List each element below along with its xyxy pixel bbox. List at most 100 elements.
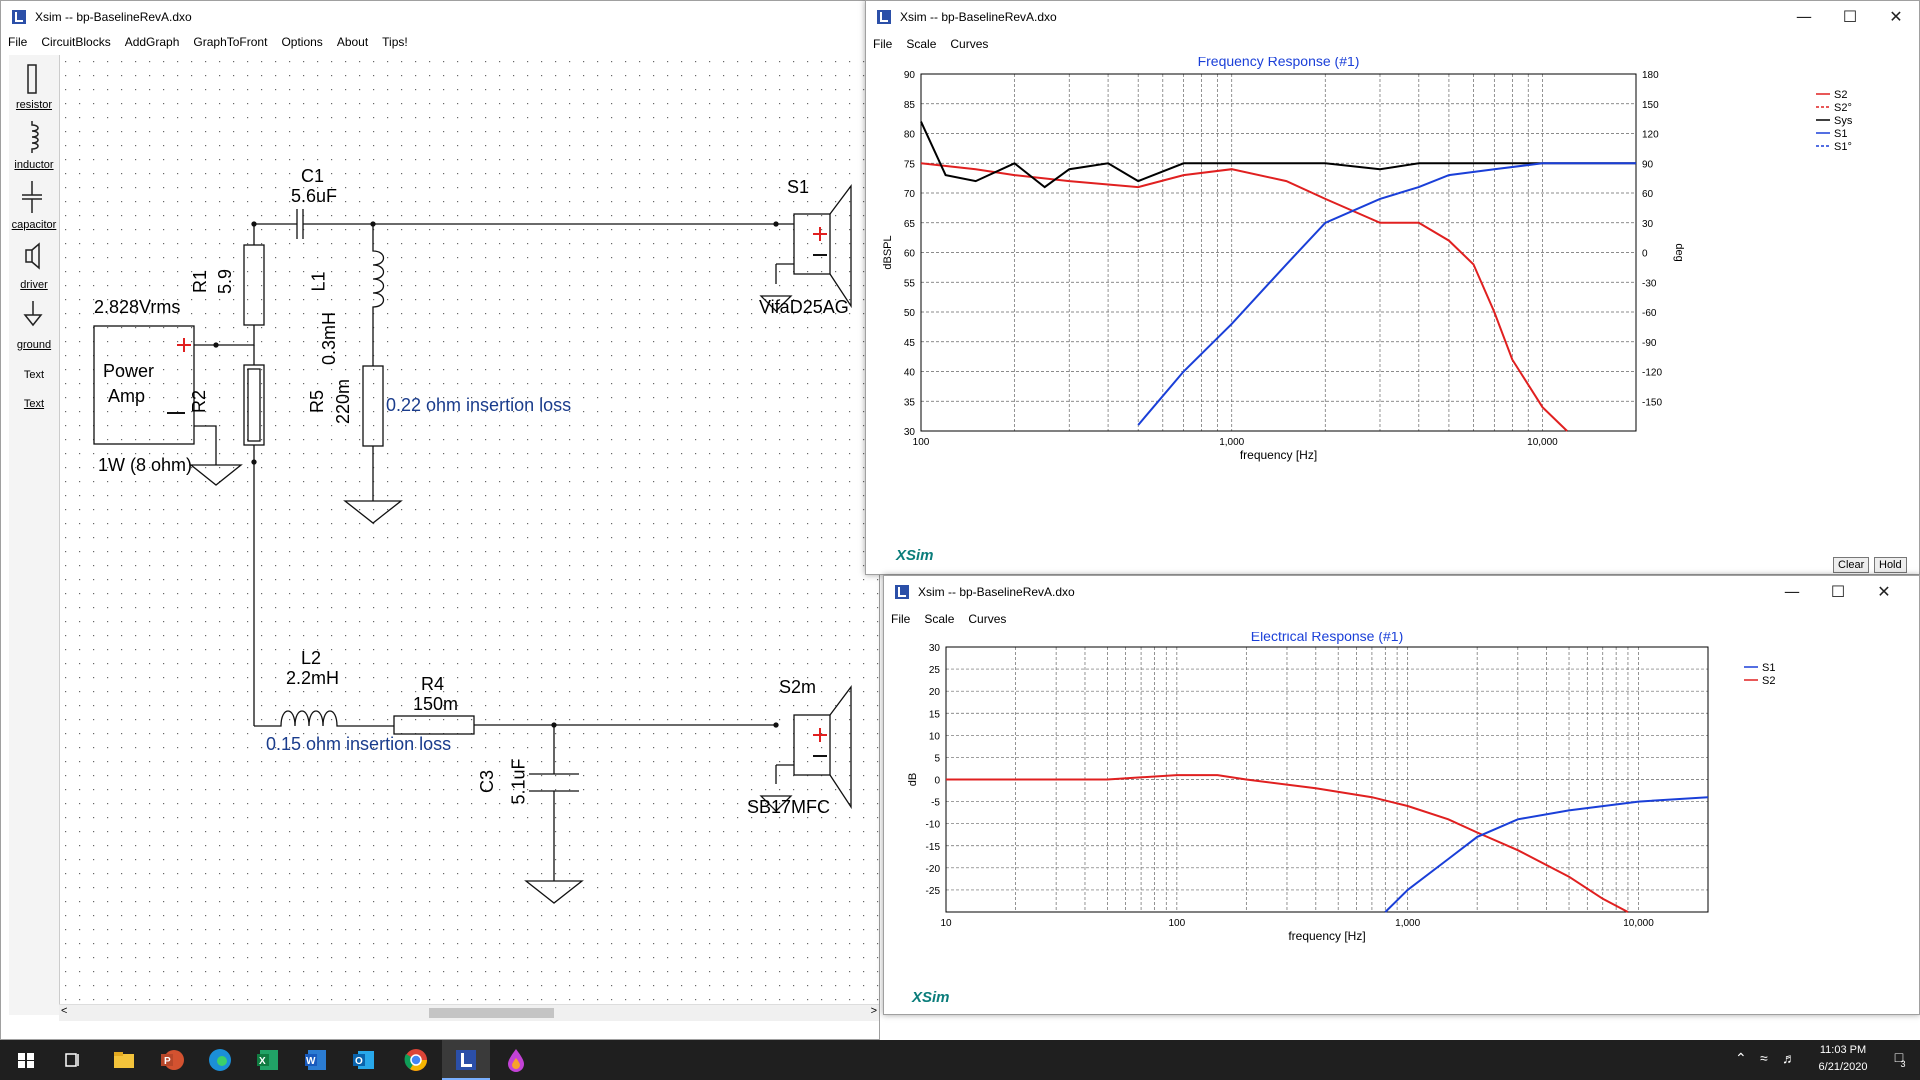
toolbox-driver[interactable]: driver bbox=[20, 279, 48, 291]
menu-curves[interactable]: Curves bbox=[950, 37, 989, 51]
clear-button[interactable]: Clear bbox=[1833, 557, 1870, 573]
inductor-icon[interactable] bbox=[23, 119, 41, 155]
hscroll-thumb[interactable] bbox=[429, 1008, 554, 1018]
series-line-s1 bbox=[1384, 796, 1709, 913]
notification-icon[interactable]: □ bbox=[1894, 1049, 1904, 1065]
notification-count: 3 bbox=[1900, 1059, 1906, 1069]
toolbox-text-1[interactable]: Text bbox=[23, 369, 45, 381]
menu-file[interactable]: File bbox=[891, 612, 911, 626]
electrical-response-chart[interactable]: Electrical Response (#1) 30 25 20 15 10 5 0 -5 -1… bbox=[884, 632, 1919, 1012]
y2-tick-label: -120 bbox=[1642, 368, 1662, 379]
y-tick-label: 10 bbox=[929, 731, 941, 742]
r4-name: R4 bbox=[421, 674, 445, 694]
legend-label: S2° bbox=[1834, 102, 1852, 114]
word-icon[interactable]: W bbox=[300, 1044, 332, 1076]
file-explorer-icon[interactable] bbox=[108, 1044, 140, 1076]
chrome-icon[interactable] bbox=[400, 1044, 432, 1076]
task-view-icon[interactable] bbox=[56, 1044, 88, 1076]
frequency-response-chart[interactable]: Frequency Response (#1) 90 85 80 75 70 65 60 55 5… bbox=[866, 57, 1919, 572]
frequency-response-window: Xsim -- bp-BaselineRevA.dxo — ☐ ✕ File S… bbox=[865, 0, 1920, 575]
windows-start-icon[interactable] bbox=[10, 1044, 42, 1076]
legend-label: Sys bbox=[1834, 115, 1853, 127]
xsim-brand: XSim bbox=[896, 547, 934, 564]
driver-icon[interactable] bbox=[23, 241, 43, 271]
menu-about[interactable]: About bbox=[336, 35, 369, 49]
y-tick-label: 65 bbox=[904, 219, 916, 230]
xsim-app-icon bbox=[12, 10, 26, 24]
tray-chevron-icon[interactable]: ⌃ bbox=[1735, 1050, 1747, 1066]
minimize-icon[interactable]: — bbox=[1784, 582, 1800, 601]
excel-icon[interactable]: X bbox=[252, 1044, 284, 1076]
x-axis-label: frequency [Hz] bbox=[1240, 448, 1317, 462]
x-tick-label: 100 bbox=[1168, 918, 1185, 929]
scroll-left-arrow[interactable]: < bbox=[61, 1005, 68, 1017]
y-tick-label: 30 bbox=[904, 427, 916, 438]
toolbox-ground[interactable]: ground bbox=[16, 339, 52, 351]
maximize-icon[interactable]: ☐ bbox=[1842, 7, 1858, 26]
menu-tips[interactable]: Tips! bbox=[382, 35, 408, 49]
c3-name: C3 bbox=[477, 769, 498, 794]
s1-name: S1 bbox=[787, 177, 810, 197]
taskbar-time[interactable]: 11:03 PM bbox=[1819, 1044, 1867, 1056]
schematic-titlebar[interactable]: Xsim -- bp-BaselineRevA.dxo bbox=[1, 1, 879, 33]
y-tick-label: 85 bbox=[904, 100, 916, 111]
menu-curves[interactable]: Curves bbox=[968, 612, 1007, 626]
l2-value: 2.2mH bbox=[286, 668, 340, 688]
freq-titlebar[interactable]: Xsim -- bp-BaselineRevA.dxo — ☐ ✕ bbox=[866, 1, 1919, 33]
hold-button[interactable]: Hold bbox=[1874, 557, 1907, 573]
y2-tick-label: -150 bbox=[1642, 397, 1662, 408]
scroll-right-arrow[interactable]: > bbox=[870, 1005, 877, 1017]
svg-text:X: X bbox=[259, 1056, 266, 1067]
toolbox-text-2[interactable]: Text bbox=[23, 398, 45, 410]
y-tick-label: 25 bbox=[929, 665, 941, 676]
x-tick-label: 100 bbox=[913, 437, 930, 448]
powerpoint-icon[interactable]: P bbox=[156, 1044, 188, 1076]
ground-icon[interactable] bbox=[22, 299, 44, 329]
schematic-hscrollbar[interactable]: < > bbox=[59, 1004, 879, 1021]
taskbar-date[interactable]: 6/21/2020 bbox=[1818, 1061, 1868, 1073]
close-icon[interactable]: ✕ bbox=[1889, 7, 1903, 26]
schematic-canvas[interactable] bbox=[59, 55, 879, 1011]
outlook-icon[interactable]: O bbox=[348, 1044, 380, 1076]
xsim-taskbar-icon[interactable] bbox=[450, 1044, 482, 1076]
volume-icon[interactable]: ♬ bbox=[1782, 1050, 1796, 1066]
toolbox-resistor[interactable]: resistor bbox=[15, 99, 53, 111]
component-toolbox: resistor inductor capacitor driver groun… bbox=[9, 55, 60, 1015]
legend-label: S2 bbox=[1762, 675, 1775, 687]
menu-file[interactable]: File bbox=[8, 35, 28, 49]
svg-text:O: O bbox=[355, 1056, 363, 1067]
capacitor-icon[interactable] bbox=[19, 179, 45, 215]
y-tick-label: 40 bbox=[904, 368, 916, 379]
menu-file[interactable]: File bbox=[873, 37, 893, 51]
menu-addgraph[interactable]: AddGraph bbox=[124, 35, 180, 49]
edge-browser-icon[interactable] bbox=[204, 1044, 236, 1076]
insertion-loss-label-2: 0.15 ohm insertion loss bbox=[266, 734, 452, 754]
menu-circuitblocks[interactable]: CircuitBlocks bbox=[41, 35, 111, 49]
minimize-icon[interactable]: — bbox=[1796, 7, 1812, 26]
y-tick-label: 75 bbox=[904, 159, 916, 170]
r1-name: R1 bbox=[190, 269, 211, 294]
y-tick-label: -5 bbox=[931, 798, 940, 809]
y-tick-label: 30 bbox=[929, 643, 941, 654]
resistor-icon[interactable] bbox=[23, 61, 41, 97]
menu-scale[interactable]: Scale bbox=[924, 612, 955, 626]
toolbox-inductor[interactable]: inductor bbox=[14, 159, 54, 171]
amp-label-line1: Power bbox=[103, 361, 155, 381]
y-tick-label: -15 bbox=[926, 842, 941, 853]
y2-tick-label: -90 bbox=[1642, 338, 1657, 349]
menu-scale[interactable]: Scale bbox=[906, 37, 937, 51]
schematic-menubar: File CircuitBlocks AddGraph GraphToFront… bbox=[1, 31, 879, 53]
y-tick-label: 90 bbox=[904, 70, 916, 81]
menu-graphtofront[interactable]: GraphToFront bbox=[193, 35, 268, 49]
maximize-icon[interactable]: ☐ bbox=[1830, 582, 1846, 601]
y-tick-label: 50 bbox=[904, 308, 916, 319]
elec-titlebar[interactable]: Xsim -- bp-BaselineRevA.dxo — ☐ ✕ bbox=[884, 576, 1919, 608]
y2-tick-label: 120 bbox=[1642, 130, 1659, 141]
y-tick-label: 35 bbox=[904, 397, 916, 408]
toolbox-capacitor[interactable]: capacitor bbox=[11, 219, 57, 231]
wifi-icon[interactable]: ≈ bbox=[1760, 1050, 1768, 1066]
menu-options[interactable]: Options bbox=[281, 35, 323, 49]
close-icon[interactable]: ✕ bbox=[1877, 582, 1891, 601]
y-axis-label: dB bbox=[907, 773, 919, 786]
color-app-icon[interactable] bbox=[500, 1044, 532, 1076]
